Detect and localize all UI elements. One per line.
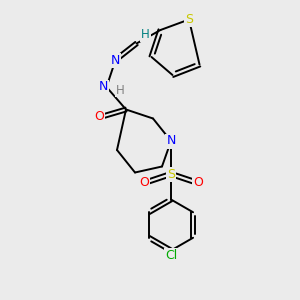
Text: O: O	[193, 176, 203, 190]
Text: H: H	[141, 28, 150, 41]
Text: O: O	[139, 176, 149, 190]
Text: N: N	[99, 80, 108, 94]
Text: H: H	[116, 83, 124, 97]
Text: S: S	[185, 13, 193, 26]
Text: Cl: Cl	[165, 249, 177, 262]
Text: N: N	[111, 53, 120, 67]
Text: S: S	[167, 167, 175, 181]
Text: N: N	[166, 134, 176, 148]
Text: O: O	[94, 110, 104, 124]
